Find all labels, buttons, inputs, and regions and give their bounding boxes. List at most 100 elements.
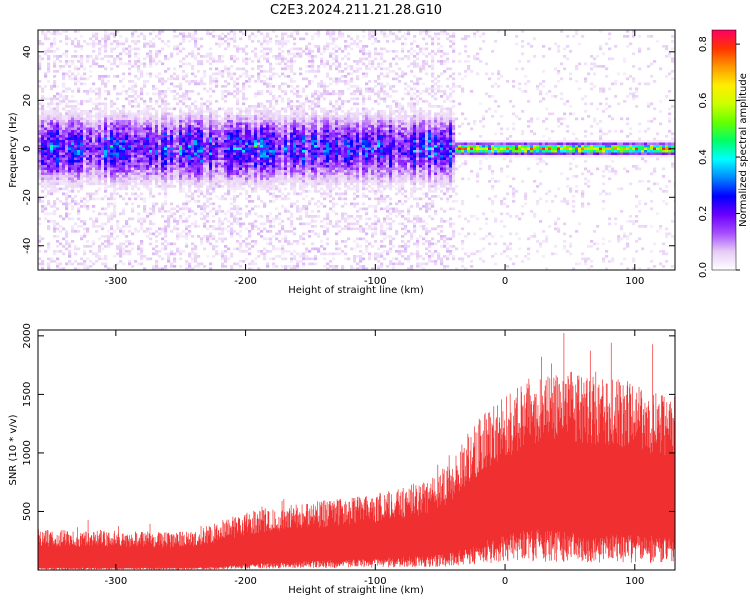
heatmap-cell: [65, 30, 69, 33]
heatmap-cell: [200, 80, 204, 83]
heatmap-cell: [134, 182, 138, 186]
heatmap-cell: [200, 112, 204, 116]
heatmap-cell: [152, 172, 156, 176]
heatmap-cell: [122, 47, 126, 51]
heatmap-cell: [68, 150, 72, 153]
heatmap-cell: [239, 222, 243, 226]
heatmap-cell: [176, 155, 180, 158]
heatmap-cell: [296, 170, 300, 173]
heatmap-cell: [38, 155, 42, 158]
heatmap-cell: [200, 205, 204, 208]
heatmap-cell: [272, 257, 276, 261]
heatmap-cell: [284, 207, 288, 211]
heatmap-cell: [305, 222, 309, 226]
heatmap-cell: [143, 220, 147, 223]
heatmap-cell: [281, 170, 285, 173]
heatmap-cell: [293, 47, 297, 51]
heatmap-cell: [128, 230, 132, 233]
heatmap-cell: [257, 137, 261, 141]
heatmap-cell: [206, 165, 210, 168]
heatmap-cell: [167, 255, 171, 258]
heatmap-cell: [209, 127, 213, 131]
heatmap-cell: [203, 110, 207, 113]
heatmap-cell: [155, 250, 159, 253]
heatmap-cell: [275, 180, 279, 183]
heatmap-cell: [179, 82, 183, 86]
heatmap-cell: [44, 145, 48, 148]
heatmap-cell: [98, 165, 102, 168]
heatmap-cell: [188, 97, 192, 101]
heatmap-cell: [260, 42, 264, 46]
heatmap-cell: [161, 237, 165, 241]
heatmap-cell: [170, 230, 174, 233]
heatmap-cell: [173, 175, 177, 178]
heatmap-cell: [263, 47, 267, 51]
heatmap-cell: [254, 120, 258, 123]
heatmap-cell: [212, 142, 216, 146]
heatmap-cell: [140, 145, 144, 148]
heatmap-cell: [134, 165, 138, 168]
heatmap-cell: [98, 97, 102, 101]
heatmap-cell: [242, 180, 246, 183]
heatmap-cell: [290, 62, 294, 66]
heatmap-cell: [143, 162, 147, 166]
heatmap-cell: [314, 90, 318, 93]
heatmap-cell: [38, 65, 42, 68]
heatmap-cell: [269, 250, 273, 253]
heatmap-cell: [182, 167, 186, 171]
heatmap-cell: [197, 160, 201, 163]
heatmap-cell: [113, 265, 117, 268]
heatmap-cell: [44, 32, 48, 36]
heatmap-cell: [173, 35, 177, 38]
heatmap-cell: [254, 80, 258, 83]
heatmap-cell: [266, 85, 270, 88]
heatmap-cell: [293, 250, 297, 253]
heatmap-cell: [167, 252, 171, 256]
heatmap-cell: [98, 132, 102, 136]
heatmap-cell: [230, 65, 234, 68]
heatmap-cell: [293, 185, 297, 188]
heatmap-cell: [74, 140, 78, 143]
heatmap-cell: [230, 117, 234, 121]
heatmap-cell: [269, 62, 273, 66]
heatmap-cell: [257, 185, 261, 188]
heatmap-cell: [314, 125, 318, 128]
heatmap-cell: [170, 157, 174, 161]
heatmap-cell: [158, 165, 162, 168]
heatmap-cell: [191, 235, 195, 238]
heatmap-cell: [143, 125, 147, 128]
heatmap-cell: [263, 222, 267, 226]
heatmap-cell: [179, 160, 183, 163]
heatmap-cell: [239, 47, 243, 51]
heatmap-cell: [296, 90, 300, 93]
heatmap-cell: [122, 142, 126, 146]
heatmap-cell: [257, 130, 261, 133]
heatmap-cell: [200, 155, 204, 158]
heatmap-cell: [278, 170, 282, 173]
heatmap-cell: [155, 132, 159, 136]
heatmap-cell: [122, 175, 126, 178]
heatmap-cell: [47, 212, 51, 216]
heatmap-cell: [89, 87, 93, 91]
heatmap-cell: [179, 110, 183, 113]
heatmap-cell: [56, 152, 60, 156]
heatmap-cell: [149, 122, 153, 126]
heatmap-cell: [122, 197, 126, 201]
heatmap-cell: [122, 140, 126, 143]
heatmap-cell: [152, 177, 156, 181]
heatmap-cell: [257, 120, 261, 123]
heatmap-cell: [140, 135, 144, 138]
heatmap-cell: [221, 185, 225, 188]
heatmap-cell: [44, 135, 48, 138]
heatmap-cell: [134, 127, 138, 131]
heatmap-cell: [173, 257, 177, 261]
heatmap-cell: [86, 240, 90, 243]
heatmap-cell: [101, 120, 105, 123]
heatmap-cell: [113, 120, 117, 123]
heatmap-cell: [299, 165, 303, 168]
heatmap-cell: [200, 192, 204, 196]
heatmap-cell: [203, 82, 207, 86]
heatmap-cell: [149, 157, 153, 161]
heatmap-cell: [56, 127, 60, 131]
heatmap-cell: [77, 77, 81, 81]
